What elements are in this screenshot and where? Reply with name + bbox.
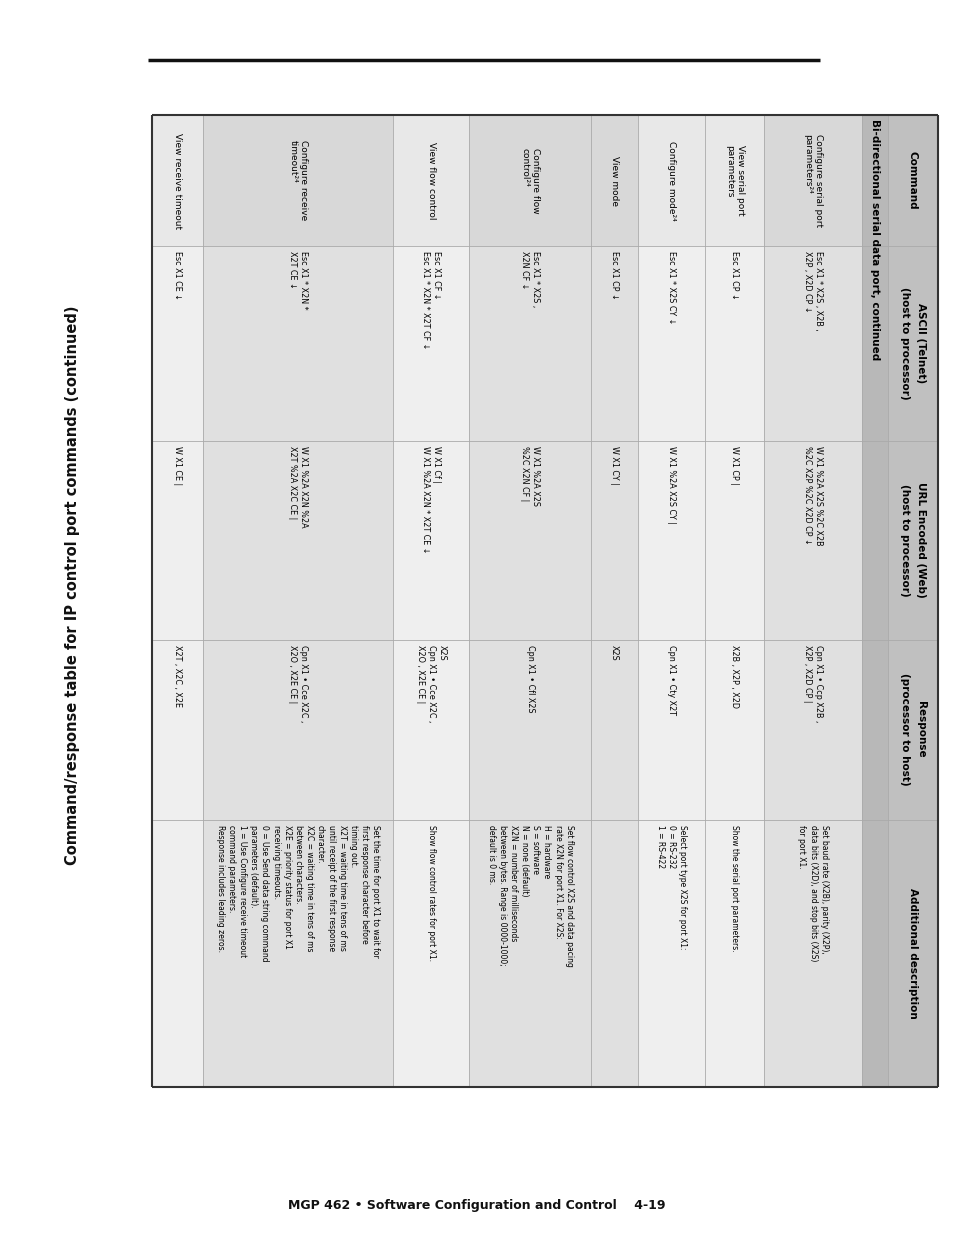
Polygon shape <box>393 115 469 246</box>
Polygon shape <box>469 115 591 246</box>
Text: X2S: X2S <box>610 645 618 661</box>
Text: Select port type X2S for port X1:
0 = RS-232
1 = RS-422: Select port type X2S for port X1: 0 = RS… <box>656 825 686 950</box>
Text: ASCII (Telnet): ASCII (Telnet) <box>915 304 925 384</box>
Text: Show flow control rates for port X1.: Show flow control rates for port X1. <box>426 825 436 961</box>
Polygon shape <box>393 115 469 1087</box>
Text: (host to processor): (host to processor) <box>899 484 909 597</box>
Text: Show the serial port parameters.: Show the serial port parameters. <box>729 825 739 951</box>
Text: Esc X1 * X2S , X2B ,
X2P , X2D CP ↓: Esc X1 * X2S , X2B , X2P , X2D CP ↓ <box>802 251 822 331</box>
Text: Esc X1 CE ↓: Esc X1 CE ↓ <box>173 251 182 300</box>
Text: Command: Command <box>907 152 917 210</box>
Text: (host to processor): (host to processor) <box>899 287 909 400</box>
Text: View receive timeout: View receive timeout <box>173 132 182 228</box>
Text: Set flow control X2S and data pacing
rate X2N for port X1. For X2S:
H = hardware: Set flow control X2S and data pacing rat… <box>486 825 573 967</box>
Text: W X1 %2A X2S CY |: W X1 %2A X2S CY | <box>666 446 676 524</box>
Text: Set baud rate (X2B), parity (X2P),
data bits (X2D), and stop bits (X2S)
for port: Set baud rate (X2B), parity (X2P), data … <box>797 825 828 961</box>
Text: Configure flow
control²⁴: Configure flow control²⁴ <box>519 148 539 214</box>
Polygon shape <box>638 115 704 1087</box>
Text: View flow control: View flow control <box>426 142 436 220</box>
Text: Bi-directional serial data port, continued: Bi-directional serial data port, continu… <box>869 119 879 361</box>
Polygon shape <box>203 115 393 1087</box>
Polygon shape <box>763 115 862 1087</box>
Polygon shape <box>203 115 393 246</box>
Text: View serial port
parameters: View serial port parameters <box>724 146 744 216</box>
Text: View mode: View mode <box>610 156 618 205</box>
Text: MGP 462 • Software Configuration and Control    4-19: MGP 462 • Software Configuration and Con… <box>288 1198 665 1212</box>
Text: Response: Response <box>915 701 925 758</box>
Polygon shape <box>152 115 203 1087</box>
Text: Cpn X1 • Cfl X2S: Cpn X1 • Cfl X2S <box>525 645 535 713</box>
Polygon shape <box>763 115 862 246</box>
Text: X2S
Cpn X1 • Cce X2C ,
X2O , X2E CE |: X2S Cpn X1 • Cce X2C , X2O , X2E CE | <box>416 645 446 722</box>
Text: W X1 CE |: W X1 CE | <box>173 446 182 485</box>
Text: Cpn X1 • Ccp X2B ,
X2P , X2D CP |: Cpn X1 • Ccp X2B , X2P , X2D CP | <box>802 645 822 722</box>
Polygon shape <box>469 115 591 1087</box>
Text: (processor to host): (processor to host) <box>899 673 909 787</box>
Polygon shape <box>638 115 704 246</box>
Text: W X1 %2A X2N %2A
X2T %2A X2C CE |: W X1 %2A X2N %2A X2T %2A X2C CE | <box>288 446 308 527</box>
Text: URL Encoded (Web): URL Encoded (Web) <box>915 483 925 598</box>
Text: Cpn X1 • Cce X2C ,
X2O , X2E CE |: Cpn X1 • Cce X2C , X2O , X2E CE | <box>288 645 308 722</box>
Polygon shape <box>887 115 937 1087</box>
Text: Esc X1 CF ↓
Esc X1 * X2N * X2T CF ↓: Esc X1 CF ↓ Esc X1 * X2N * X2T CF ↓ <box>420 251 440 350</box>
Text: Configure serial port
parameters²⁴: Configure serial port parameters²⁴ <box>802 135 822 227</box>
Text: W X1 %2A X2S %2C X2B
%2C X2P %2C X2D CP ↓: W X1 %2A X2S %2C X2B %2C X2P %2C X2D CP … <box>802 446 822 545</box>
Polygon shape <box>591 115 638 1087</box>
Text: X2B , X2P , X2D: X2B , X2P , X2D <box>729 645 739 708</box>
Text: X2T , X2C , X2E: X2T , X2C , X2E <box>173 645 182 706</box>
Text: Esc X1 CP ↓: Esc X1 CP ↓ <box>610 251 618 300</box>
Text: Command/response table for IP control port commands (continued): Command/response table for IP control po… <box>66 305 80 864</box>
Text: W X1 CP |: W X1 CP | <box>729 446 739 484</box>
Text: Additional description: Additional description <box>907 888 917 1019</box>
Text: Cpn X1 • Cty X2T: Cpn X1 • Cty X2T <box>666 645 676 715</box>
Text: Esc X1 * X2S ,
X2N CF ↓: Esc X1 * X2S , X2N CF ↓ <box>519 251 539 308</box>
Text: W X1 %2A X2S
%2C X2N CF |: W X1 %2A X2S %2C X2N CF | <box>519 446 539 505</box>
Text: Esc X1 * X2S CY ↓: Esc X1 * X2S CY ↓ <box>666 251 676 325</box>
Text: Esc X1 * X2N *
X2T CE ↓: Esc X1 * X2N * X2T CE ↓ <box>288 251 308 310</box>
Polygon shape <box>862 115 887 1087</box>
Polygon shape <box>704 115 763 1087</box>
Text: Configure mode²⁴: Configure mode²⁴ <box>666 141 676 221</box>
Polygon shape <box>704 115 763 246</box>
Polygon shape <box>591 115 638 246</box>
Text: Esc X1 CP ↓: Esc X1 CP ↓ <box>729 251 739 300</box>
Polygon shape <box>152 115 203 246</box>
Text: W X1 Cf |
W X1 %2A X2N * X2T CE ↓: W X1 Cf | W X1 %2A X2N * X2T CE ↓ <box>420 446 440 553</box>
Text: Configure receive
timeout²⁴: Configure receive timeout²⁴ <box>288 141 308 221</box>
Text: W X1 CY |: W X1 CY | <box>610 446 618 484</box>
Text: Set the time for port X1 to wait for
first response character before
timing out.: Set the time for port X1 to wait for fir… <box>216 825 380 961</box>
Polygon shape <box>152 115 937 1087</box>
